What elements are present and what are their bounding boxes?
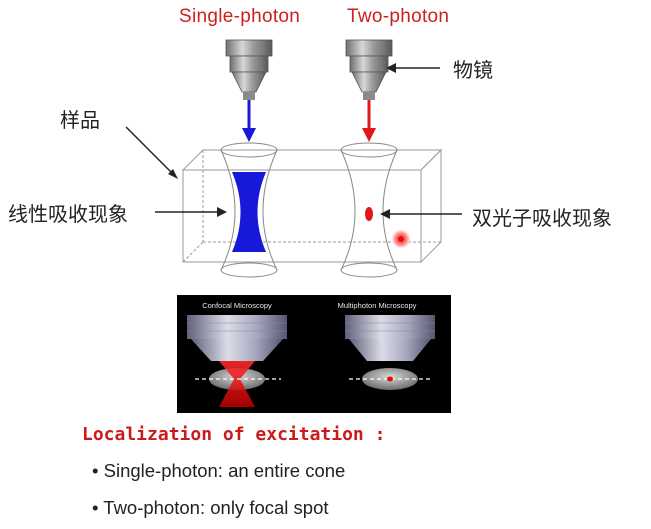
linear-absorption-cone bbox=[220, 142, 278, 278]
blue-arrowhead bbox=[242, 128, 256, 142]
localization-heading: Localization of excitation : bbox=[82, 424, 386, 445]
multiphoton-focal-dot bbox=[387, 376, 393, 382]
list-item: • Two-photon: only focal spot bbox=[92, 497, 329, 519]
confocal-excitation-cone bbox=[219, 361, 255, 407]
microscopy-comparison-inset: Confocal Microscopy Multiphoton Microsco… bbox=[177, 295, 451, 413]
multiphoton-lens bbox=[345, 315, 435, 361]
red-glow-spot bbox=[391, 229, 411, 249]
sample-pointer bbox=[125, 126, 175, 176]
multiphoton-title: Multiphoton Microscopy bbox=[338, 301, 417, 310]
sample-label: 样品 bbox=[60, 108, 100, 132]
objective-label: 物镜 bbox=[453, 58, 493, 82]
sample-box bbox=[181, 148, 443, 264]
bullet-text: Single-photon: an entire cone bbox=[103, 460, 346, 481]
bullet-text: Two-photon: only focal spot bbox=[103, 497, 329, 518]
objective-left bbox=[225, 39, 273, 100]
red-arrowhead bbox=[362, 128, 376, 142]
confocal-lens bbox=[187, 315, 287, 361]
bullet-mark: • bbox=[92, 460, 99, 481]
two-photon-header: Two-photon bbox=[347, 6, 450, 27]
linear-absorption-label: 线性吸收现象 bbox=[8, 202, 128, 226]
two-photon-absorption-label: 双光子吸收现象 bbox=[472, 206, 612, 230]
focal-spot bbox=[365, 207, 373, 221]
objective-right bbox=[345, 39, 393, 100]
bullet-mark: • bbox=[92, 497, 99, 518]
excitation-diagram bbox=[125, 39, 462, 278]
single-photon-header: Single-photon bbox=[179, 6, 301, 27]
two-photon-cone bbox=[340, 142, 398, 278]
list-item: • Single-photon: an entire cone bbox=[92, 460, 345, 482]
confocal-title: Confocal Microscopy bbox=[202, 301, 272, 310]
